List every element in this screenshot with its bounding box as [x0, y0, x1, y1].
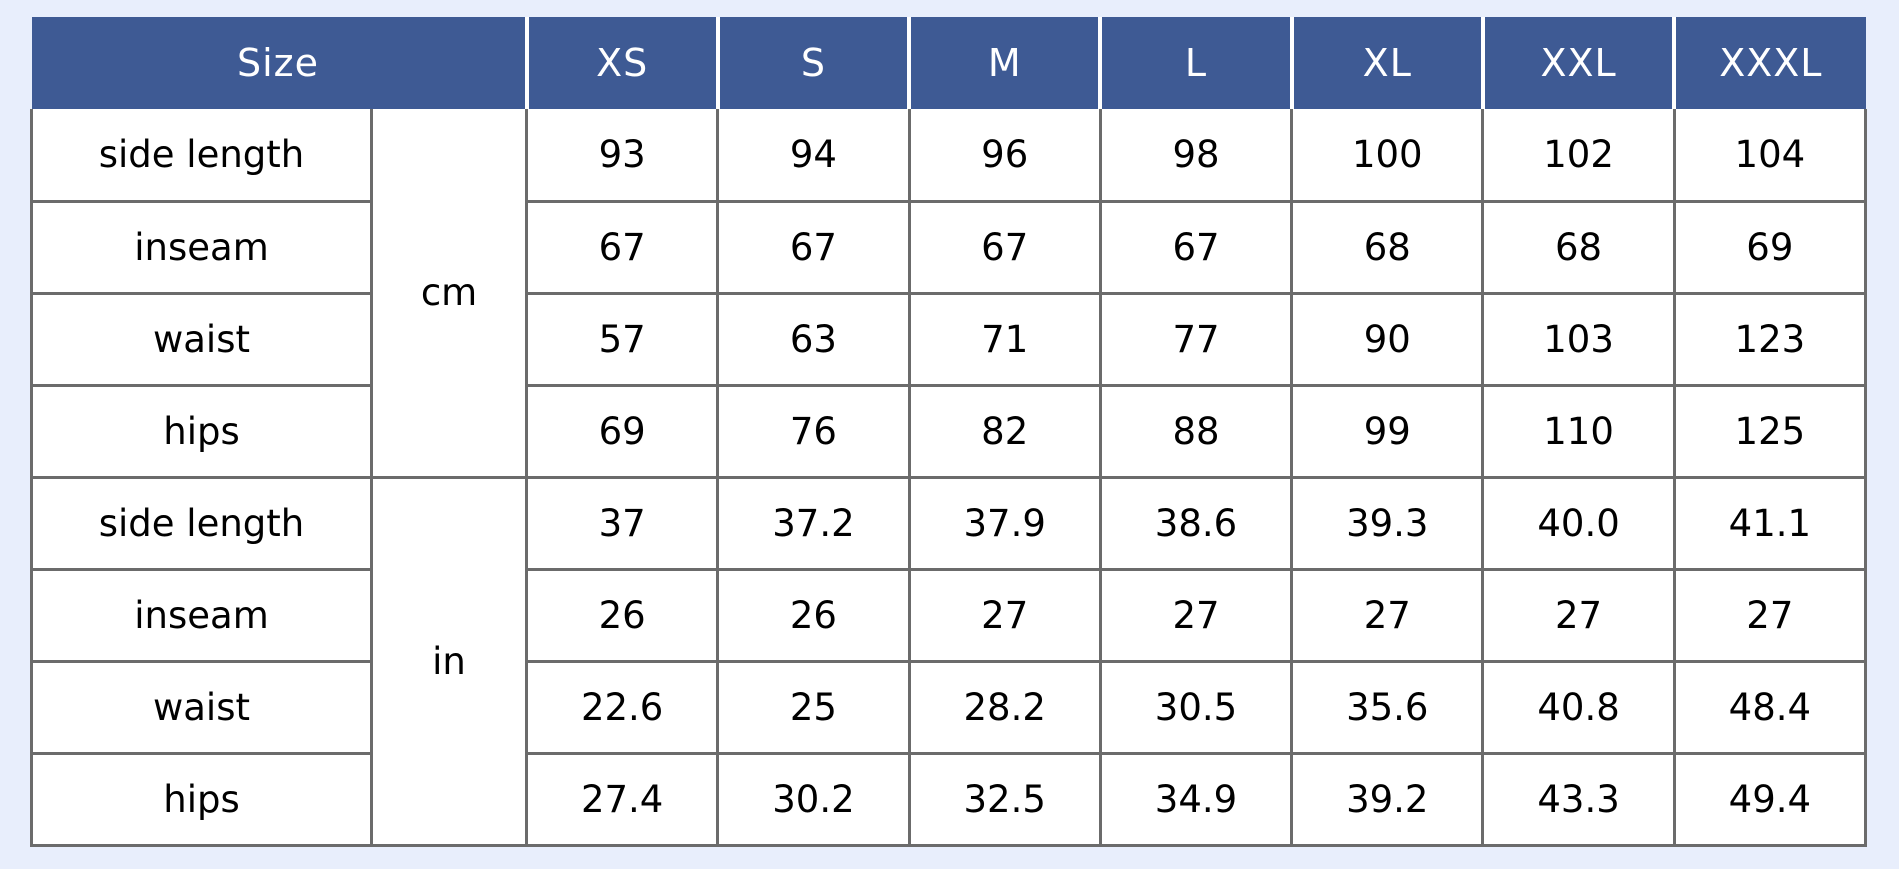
value-cell: 68: [1481, 199, 1676, 295]
value-cell: 125: [1672, 383, 1868, 479]
value-cell: 30.2: [716, 751, 911, 847]
table-row-hips-in: hips 27.4 30.2 32.5 34.9 39.2 43.3 49.4: [30, 751, 1868, 847]
value-cell: 32.5: [907, 751, 1102, 847]
value-cell: 69: [525, 383, 720, 479]
value-cell: 37: [525, 475, 720, 571]
size-column-header-xxl: XXL: [1480, 17, 1675, 109]
value-cell: 57: [525, 291, 720, 387]
value-cell: 25: [716, 659, 911, 755]
table-row-waist-in: waist 22.6 25 28.2 30.5 35.6 40.8 48.4: [30, 659, 1868, 755]
value-cell: 63: [716, 291, 911, 387]
value-cell: 90: [1290, 291, 1485, 387]
value-cell: 104: [1672, 109, 1868, 203]
value-cell: 26: [716, 567, 911, 663]
value-cell: 39.2: [1290, 751, 1485, 847]
value-cell: 67: [907, 199, 1102, 295]
size-column-header-xs: XS: [524, 17, 718, 109]
unit-cell-cm: cm: [369, 109, 529, 479]
value-cell: 40.8: [1481, 659, 1676, 755]
table-row-waist-cm: waist 57 63 71 77 90 103 123: [30, 291, 1868, 387]
value-cell: 82: [907, 383, 1102, 479]
value-cell: 27.4: [525, 751, 720, 847]
value-cell: 77: [1098, 291, 1294, 387]
value-cell: 48.4: [1672, 659, 1868, 755]
table-row-hips-cm: hips 69 76 82 88 99 110 125: [30, 383, 1868, 479]
value-cell: 37.9: [907, 475, 1102, 571]
value-cell: 27: [1672, 567, 1868, 663]
value-cell: 35.6: [1290, 659, 1485, 755]
value-cell: 76: [716, 383, 911, 479]
size-column-header-s: S: [715, 17, 910, 109]
value-cell: 27: [1098, 567, 1294, 663]
value-cell: 22.6: [525, 659, 720, 755]
size-column-header-m: M: [907, 17, 1101, 109]
value-cell: 49.4: [1672, 751, 1868, 847]
size-chart-table: Size XS S M L XL XXL XXXL side length cm…: [30, 17, 1868, 847]
table-row-side-length-in: side length in 37 37.2 37.9 38.6 39.3 40…: [30, 475, 1868, 847]
row-label-waist-cm: waist: [30, 291, 373, 387]
value-cell: 37.2: [716, 475, 911, 571]
value-cell: 27: [1481, 567, 1676, 663]
value-cell: 30.5: [1098, 659, 1294, 755]
value-cell: 41.1: [1672, 475, 1868, 571]
table-row-inseam-in: inseam 26 26 27 27 27 27 27: [30, 567, 1868, 663]
value-cell: 38.6: [1098, 475, 1294, 571]
row-label-hips-in: hips: [30, 751, 373, 847]
row-label-inseam-cm: inseam: [30, 199, 373, 295]
row-label-side-length-cm: side length: [30, 109, 373, 203]
value-cell: 123: [1672, 291, 1868, 387]
value-cell: 94: [716, 109, 911, 203]
value-cell: 103: [1481, 291, 1676, 387]
size-chart-body: side length cm 93 94 96 98 100 102 104 i…: [30, 109, 1868, 847]
value-cell: 39.3: [1290, 475, 1485, 571]
value-cell: 98: [1098, 109, 1294, 203]
table-row-side-length-cm: side length cm 93 94 96 98 100 102 104: [30, 109, 1868, 479]
value-cell: 69: [1672, 199, 1868, 295]
value-cell: 27: [1290, 567, 1485, 663]
value-cell: 96: [907, 109, 1102, 203]
value-cell: 28.2: [907, 659, 1102, 755]
size-column-header-l: L: [1098, 17, 1292, 109]
value-cell: 93: [525, 109, 720, 203]
value-cell: 67: [1098, 199, 1294, 295]
value-cell: 40.0: [1481, 475, 1676, 571]
value-cell: 68: [1290, 199, 1485, 295]
size-chart-header: Size XS S M L XL XXL XXXL: [31, 17, 1866, 109]
row-label-waist-in: waist: [30, 659, 373, 755]
header-row: Size XS S M L XL XXL XXXL: [31, 17, 1866, 109]
size-column-header-xl: XL: [1289, 17, 1483, 109]
unit-cell-in: in: [369, 475, 529, 847]
table-row-inseam-cm: inseam 67 67 67 67 68 68 69: [30, 199, 1868, 295]
value-cell: 110: [1481, 383, 1676, 479]
row-label-hips-cm: hips: [30, 383, 373, 479]
size-header: Size: [31, 17, 527, 109]
value-cell: 34.9: [1098, 751, 1294, 847]
value-cell: 99: [1290, 383, 1485, 479]
value-cell: 100: [1290, 109, 1485, 203]
value-cell: 88: [1098, 383, 1294, 479]
value-cell: 67: [716, 199, 911, 295]
value-cell: 102: [1481, 109, 1676, 203]
row-label-inseam-in: inseam: [30, 567, 373, 663]
value-cell: 27: [907, 567, 1102, 663]
size-column-header-xxxl: XXXL: [1672, 17, 1866, 109]
value-cell: 26: [525, 567, 720, 663]
value-cell: 43.3: [1481, 751, 1676, 847]
row-label-side-length-in: side length: [30, 475, 373, 571]
value-cell: 71: [907, 291, 1102, 387]
value-cell: 67: [525, 199, 720, 295]
